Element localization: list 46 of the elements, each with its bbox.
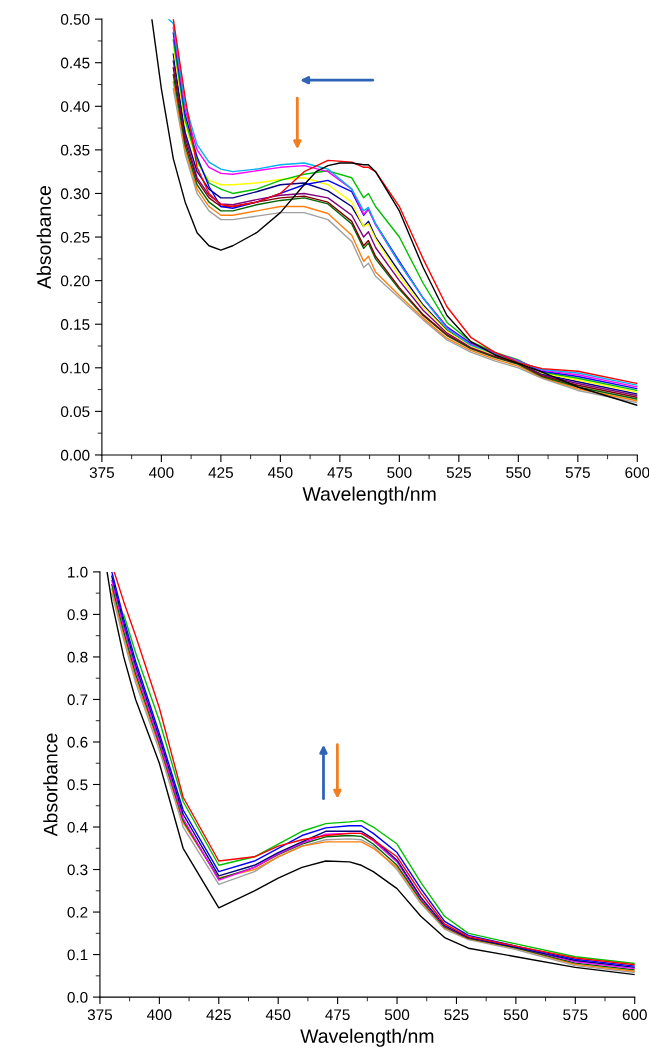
y-tick-label: 0.40: [60, 101, 90, 112]
x-tick-label: 375: [87, 1009, 113, 1021]
y-tick-label: 0.0: [67, 991, 88, 1003]
x-tick-label: 450: [267, 467, 293, 478]
x-tick-label: 500: [384, 1009, 410, 1021]
y-tick-label: 0.9: [67, 609, 88, 621]
y-tick-label: 0.3: [67, 864, 88, 876]
x-axis-title: Wavelength/nm: [300, 1028, 434, 1047]
y-tick-label: 0.05: [60, 406, 90, 418]
y-axis-title: Absorbance: [36, 186, 51, 289]
y-tick-label: 0.00: [60, 449, 90, 461]
x-tick-label: 525: [444, 1009, 469, 1021]
y-tick-label: 0.45: [60, 57, 90, 69]
y-tick-label: 1.0: [68, 566, 88, 578]
y-tick-label: 0.30: [60, 188, 90, 200]
x-tick-label: 500: [387, 467, 412, 478]
y-tick-label: 0.10: [60, 362, 90, 374]
x-tick-label: 375: [89, 467, 114, 478]
x-tick-label: 450: [265, 1009, 291, 1021]
x-tick-label: 475: [327, 467, 352, 478]
x-tick-label: 475: [325, 1009, 350, 1021]
y-tick-label: 0.1: [67, 949, 88, 961]
x-tick-label: 425: [208, 467, 233, 478]
y-tick-label: 0.20: [60, 275, 90, 287]
x-tick-label: 400: [148, 467, 174, 478]
y-tick-label: 0.6: [67, 736, 88, 748]
x-tick-label: 550: [506, 467, 531, 478]
x-axis-title: Wavelength/nm: [302, 486, 436, 505]
x-tick-label: 575: [565, 467, 590, 478]
y-tick-label: 0.35: [60, 144, 90, 156]
y-tick-label: 0.50: [60, 14, 90, 25]
y-tick-label: 0.25: [60, 231, 90, 243]
y-tick-label: 0.7: [67, 694, 88, 706]
x-tick-label: 425: [206, 1009, 231, 1021]
y-tick-label: 0.5: [67, 779, 88, 791]
x-tick-label: 400: [146, 1009, 172, 1021]
y-tick-label: 0.15: [60, 319, 90, 330]
x-tick-label: 600: [622, 1009, 647, 1021]
y-tick-label: 0.4: [67, 821, 88, 833]
y-axis-title: Absorbance: [43, 733, 58, 837]
x-tick-label: 575: [563, 1009, 588, 1021]
y-tick-label: 0.2: [67, 906, 88, 918]
x-tick-label: 525: [446, 467, 471, 478]
x-tick-label: 550: [503, 1009, 529, 1021]
y-tick-label: 0.8: [67, 651, 88, 663]
x-tick-label: 600: [625, 467, 649, 478]
